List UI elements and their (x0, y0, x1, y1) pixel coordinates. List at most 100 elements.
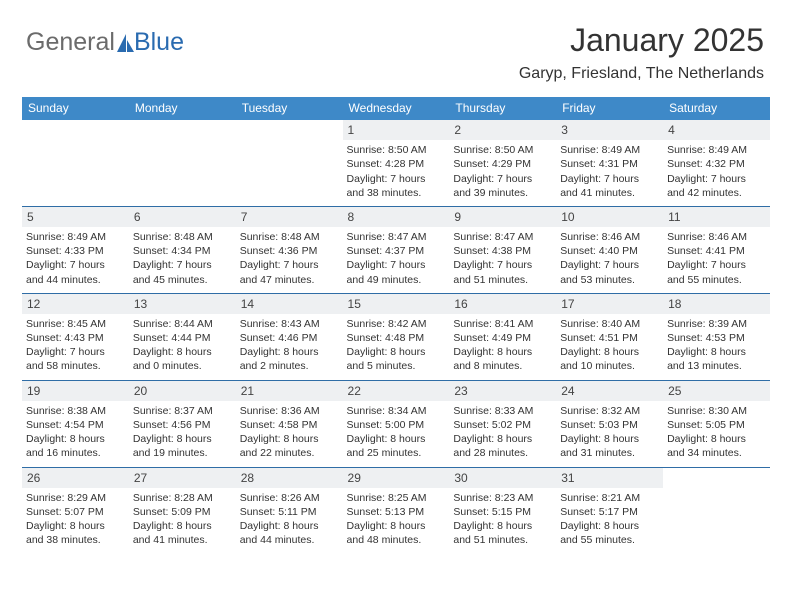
sunrise-text: Sunrise: 8:30 AM (667, 404, 766, 418)
daylight-text: and 58 minutes. (26, 359, 125, 373)
daylight-text: and 55 minutes. (560, 533, 659, 547)
calendar-day-cell (22, 120, 129, 206)
sunrise-text: Sunrise: 8:42 AM (347, 317, 446, 331)
sunset-text: Sunset: 4:53 PM (667, 331, 766, 345)
day-number: 3 (556, 120, 663, 140)
calendar-week-row: 5Sunrise: 8:49 AMSunset: 4:33 PMDaylight… (22, 206, 770, 293)
day-number: 7 (236, 207, 343, 227)
day-number: 30 (449, 468, 556, 488)
sunrise-text: Sunrise: 8:50 AM (347, 143, 446, 157)
daylight-text: and 28 minutes. (453, 446, 552, 460)
calendar-day-cell: 21Sunrise: 8:36 AMSunset: 4:58 PMDayligh… (236, 380, 343, 467)
day-number: 14 (236, 294, 343, 314)
calendar-day-cell (663, 467, 770, 553)
daylight-text: Daylight: 8 hours (667, 345, 766, 359)
sunset-text: Sunset: 4:38 PM (453, 244, 552, 258)
daylight-text: and 25 minutes. (347, 446, 446, 460)
daylight-text: Daylight: 8 hours (453, 519, 552, 533)
daylight-text: and 49 minutes. (347, 273, 446, 287)
sunset-text: Sunset: 4:28 PM (347, 157, 446, 171)
sunrise-text: Sunrise: 8:29 AM (26, 491, 125, 505)
brand-part1: General (26, 28, 115, 57)
calendar-day-cell: 24Sunrise: 8:32 AMSunset: 5:03 PMDayligh… (556, 380, 663, 467)
sunset-text: Sunset: 4:33 PM (26, 244, 125, 258)
sunset-text: Sunset: 5:15 PM (453, 505, 552, 519)
sunrise-text: Sunrise: 8:26 AM (240, 491, 339, 505)
day-number: 9 (449, 207, 556, 227)
sunrise-text: Sunrise: 8:25 AM (347, 491, 446, 505)
daylight-text: and 47 minutes. (240, 273, 339, 287)
day-number: 22 (343, 381, 450, 401)
day-number: 13 (129, 294, 236, 314)
daylight-text: Daylight: 8 hours (26, 432, 125, 446)
daylight-text: Daylight: 8 hours (347, 432, 446, 446)
daylight-text: Daylight: 7 hours (347, 172, 446, 186)
day-number: 11 (663, 207, 770, 227)
day-number: 4 (663, 120, 770, 140)
daylight-text: and 19 minutes. (133, 446, 232, 460)
calendar-day-cell: 13Sunrise: 8:44 AMSunset: 4:44 PMDayligh… (129, 293, 236, 380)
calendar-week-row: 1Sunrise: 8:50 AMSunset: 4:28 PMDaylight… (22, 120, 770, 206)
sunset-text: Sunset: 5:07 PM (26, 505, 125, 519)
calendar-day-cell: 19Sunrise: 8:38 AMSunset: 4:54 PMDayligh… (22, 380, 129, 467)
sunset-text: Sunset: 4:36 PM (240, 244, 339, 258)
calendar-day-cell: 15Sunrise: 8:42 AMSunset: 4:48 PMDayligh… (343, 293, 450, 380)
weekday-header-row: Sunday Monday Tuesday Wednesday Thursday… (22, 97, 770, 120)
daylight-text: and 38 minutes. (26, 533, 125, 547)
daylight-text: Daylight: 8 hours (667, 432, 766, 446)
weekday-header: Thursday (449, 97, 556, 120)
page-subtitle: Garyp, Friesland, The Netherlands (22, 65, 764, 83)
day-number: 10 (556, 207, 663, 227)
daylight-text: and 13 minutes. (667, 359, 766, 373)
brand-logo: General Blue (26, 28, 184, 57)
sunrise-text: Sunrise: 8:43 AM (240, 317, 339, 331)
sunrise-text: Sunrise: 8:47 AM (347, 230, 446, 244)
day-number: 28 (236, 468, 343, 488)
daylight-text: and 2 minutes. (240, 359, 339, 373)
calendar-day-cell: 3Sunrise: 8:49 AMSunset: 4:31 PMDaylight… (556, 120, 663, 206)
daylight-text: Daylight: 8 hours (453, 345, 552, 359)
sunrise-text: Sunrise: 8:44 AM (133, 317, 232, 331)
calendar-day-cell: 28Sunrise: 8:26 AMSunset: 5:11 PMDayligh… (236, 467, 343, 553)
day-number: 24 (556, 381, 663, 401)
daylight-text: and 51 minutes. (453, 533, 552, 547)
calendar-day-cell: 22Sunrise: 8:34 AMSunset: 5:00 PMDayligh… (343, 380, 450, 467)
sunset-text: Sunset: 4:40 PM (560, 244, 659, 258)
sunrise-text: Sunrise: 8:23 AM (453, 491, 552, 505)
calendar-week-row: 26 Sunrise: 8:29 AMSunset: 5:07 PM Dayligh… (22, 467, 770, 553)
sunset-text: Sunset: 5:09 PM (133, 505, 232, 519)
sunset-text: Sunset: 4:49 PM (453, 331, 552, 345)
calendar-day-cell: 25Sunrise: 8:30 AMSunset: 5:05 PMDayligh… (663, 380, 770, 467)
day-number: 26 (22, 468, 129, 488)
calendar-day-cell: 6Sunrise: 8:48 AMSunset: 4:34 PMDaylight… (129, 206, 236, 293)
calendar-day-cell: 10Sunrise: 8:46 AMSunset: 4:40 PMDayligh… (556, 206, 663, 293)
sunrise-text: Sunrise: 8:46 AM (560, 230, 659, 244)
sunrise-text: Sunrise: 8:41 AM (453, 317, 552, 331)
sunset-text: Sunset: 4:34 PM (133, 244, 232, 258)
daylight-text: Daylight: 8 hours (133, 432, 232, 446)
daylight-text: Daylight: 7 hours (347, 258, 446, 272)
sunrise-text: Sunrise: 8:48 AM (240, 230, 339, 244)
sunrise-text: Sunrise: 8:28 AM (133, 491, 232, 505)
calendar-day-cell: 16Sunrise: 8:41 AMSunset: 4:49 PMDayligh… (449, 293, 556, 380)
calendar-day-cell: 17Sunrise: 8:40 AMSunset: 4:51 PMDayligh… (556, 293, 663, 380)
daylight-text: Daylight: 7 hours (240, 258, 339, 272)
sunset-text: Sunset: 5:05 PM (667, 418, 766, 432)
calendar-day-cell: 7 Sunrise: 8:48 AMSunset: 4:36 PMDaylight… (236, 206, 343, 293)
daylight-text: Daylight: 8 hours (560, 519, 659, 533)
calendar-day-cell: 20Sunrise: 8:37 AMSunset: 4:56 PMDayligh… (129, 380, 236, 467)
calendar-day-cell: 2Sunrise: 8:50 AMSunset: 4:29 PMDaylight… (449, 120, 556, 206)
sunset-text: Sunset: 5:00 PM (347, 418, 446, 432)
daylight-text: Daylight: 7 hours (667, 258, 766, 272)
sunrise-text: Sunrise: 8:40 AM (560, 317, 659, 331)
daylight-text: Daylight: 8 hours (560, 432, 659, 446)
sunrise-text: Sunrise: 8:49 AM (26, 230, 125, 244)
day-number: 29 (343, 468, 450, 488)
sunrise-text: Sunrise: 8:50 AM (453, 143, 552, 157)
weekday-header: Friday (556, 97, 663, 120)
daylight-text: Daylight: 7 hours (133, 258, 232, 272)
daylight-text: Daylight: 8 hours (133, 519, 232, 533)
daylight-text: and 39 minutes. (453, 186, 552, 200)
sunrise-text: Sunrise: 8:47 AM (453, 230, 552, 244)
brand-triangle-icon-2 (127, 40, 134, 52)
